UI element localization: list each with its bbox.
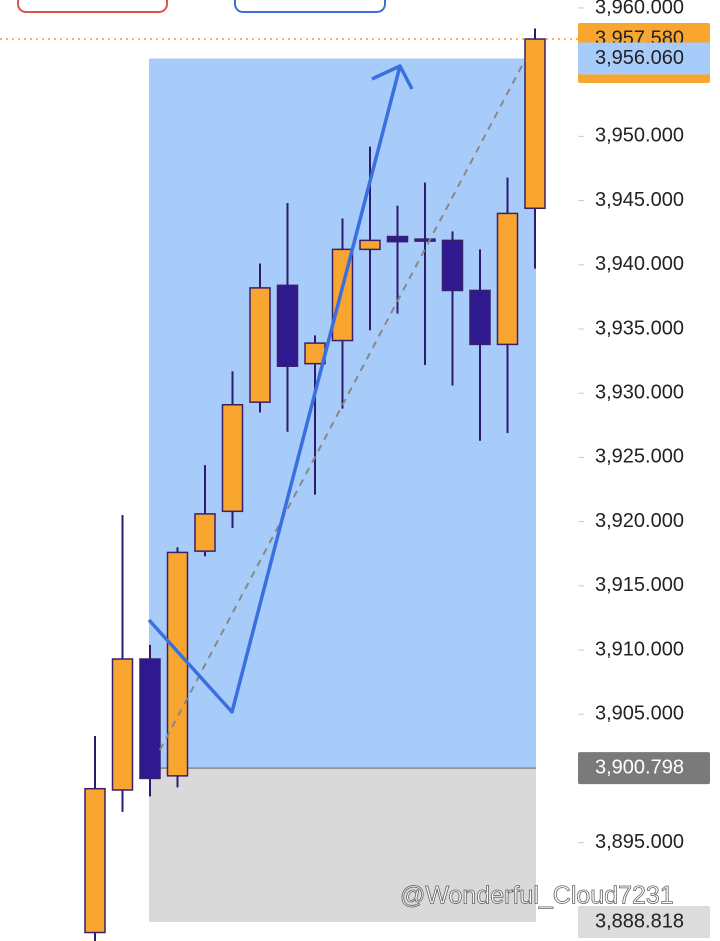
y-tick-label: 3,895.000 xyxy=(595,831,684,853)
y-tick-label: 3,915.000 xyxy=(595,574,684,596)
target-price-box xyxy=(578,42,710,75)
y-tick-label: 3,945.000 xyxy=(595,189,684,211)
y-tick-label: 3,935.000 xyxy=(595,317,684,339)
stop-zone xyxy=(149,768,536,923)
y-tick-label: 3,925.000 xyxy=(595,446,684,468)
entry-price-box xyxy=(578,752,710,785)
candle-body xyxy=(441,239,464,292)
price-axis: 3,960.000 3,950.000 3,945.000 3,940.000 3,93… xyxy=(578,0,710,939)
y-tick-label: 3,920.000 xyxy=(595,510,684,532)
y-tick-label: 3,950.000 xyxy=(595,125,684,147)
candle-body xyxy=(111,658,134,791)
candle-body xyxy=(166,551,189,777)
y-tick-label: 3,905.000 xyxy=(595,703,684,725)
target-price-label: 3,956.060 xyxy=(595,47,684,69)
sell-button[interactable] xyxy=(17,0,168,13)
buy-button[interactable] xyxy=(234,0,386,13)
y-tick-label: 3,960.000 xyxy=(595,0,684,18)
candle-body xyxy=(496,212,519,346)
y-tick-label: 3,940.000 xyxy=(595,253,684,275)
candles xyxy=(84,28,546,941)
trend-dash xyxy=(159,59,526,751)
candle-body xyxy=(386,235,409,243)
candle-body xyxy=(276,284,299,367)
candle-body xyxy=(84,787,106,934)
stop-price-label: 3,888.818 xyxy=(595,910,684,932)
candle-body xyxy=(359,239,381,251)
target-zone xyxy=(149,58,536,769)
arrow-head xyxy=(371,64,414,90)
stop-price-box xyxy=(578,906,710,939)
position-zones xyxy=(0,38,578,923)
candle-body xyxy=(524,38,546,210)
y-tick-label: 3,930.000 xyxy=(595,381,684,403)
y-tick-label: 3,910.000 xyxy=(595,638,684,660)
candle-body xyxy=(249,287,271,403)
candle-body xyxy=(414,238,436,242)
entry-price-label: 3,900.798 xyxy=(595,756,684,778)
candle-body xyxy=(194,513,216,552)
candle-body xyxy=(469,289,491,346)
watermark: @Wonderful_Cloud7231 xyxy=(400,882,674,910)
arrow xyxy=(147,65,402,714)
candle-body xyxy=(221,404,244,513)
candle-body xyxy=(139,658,161,780)
